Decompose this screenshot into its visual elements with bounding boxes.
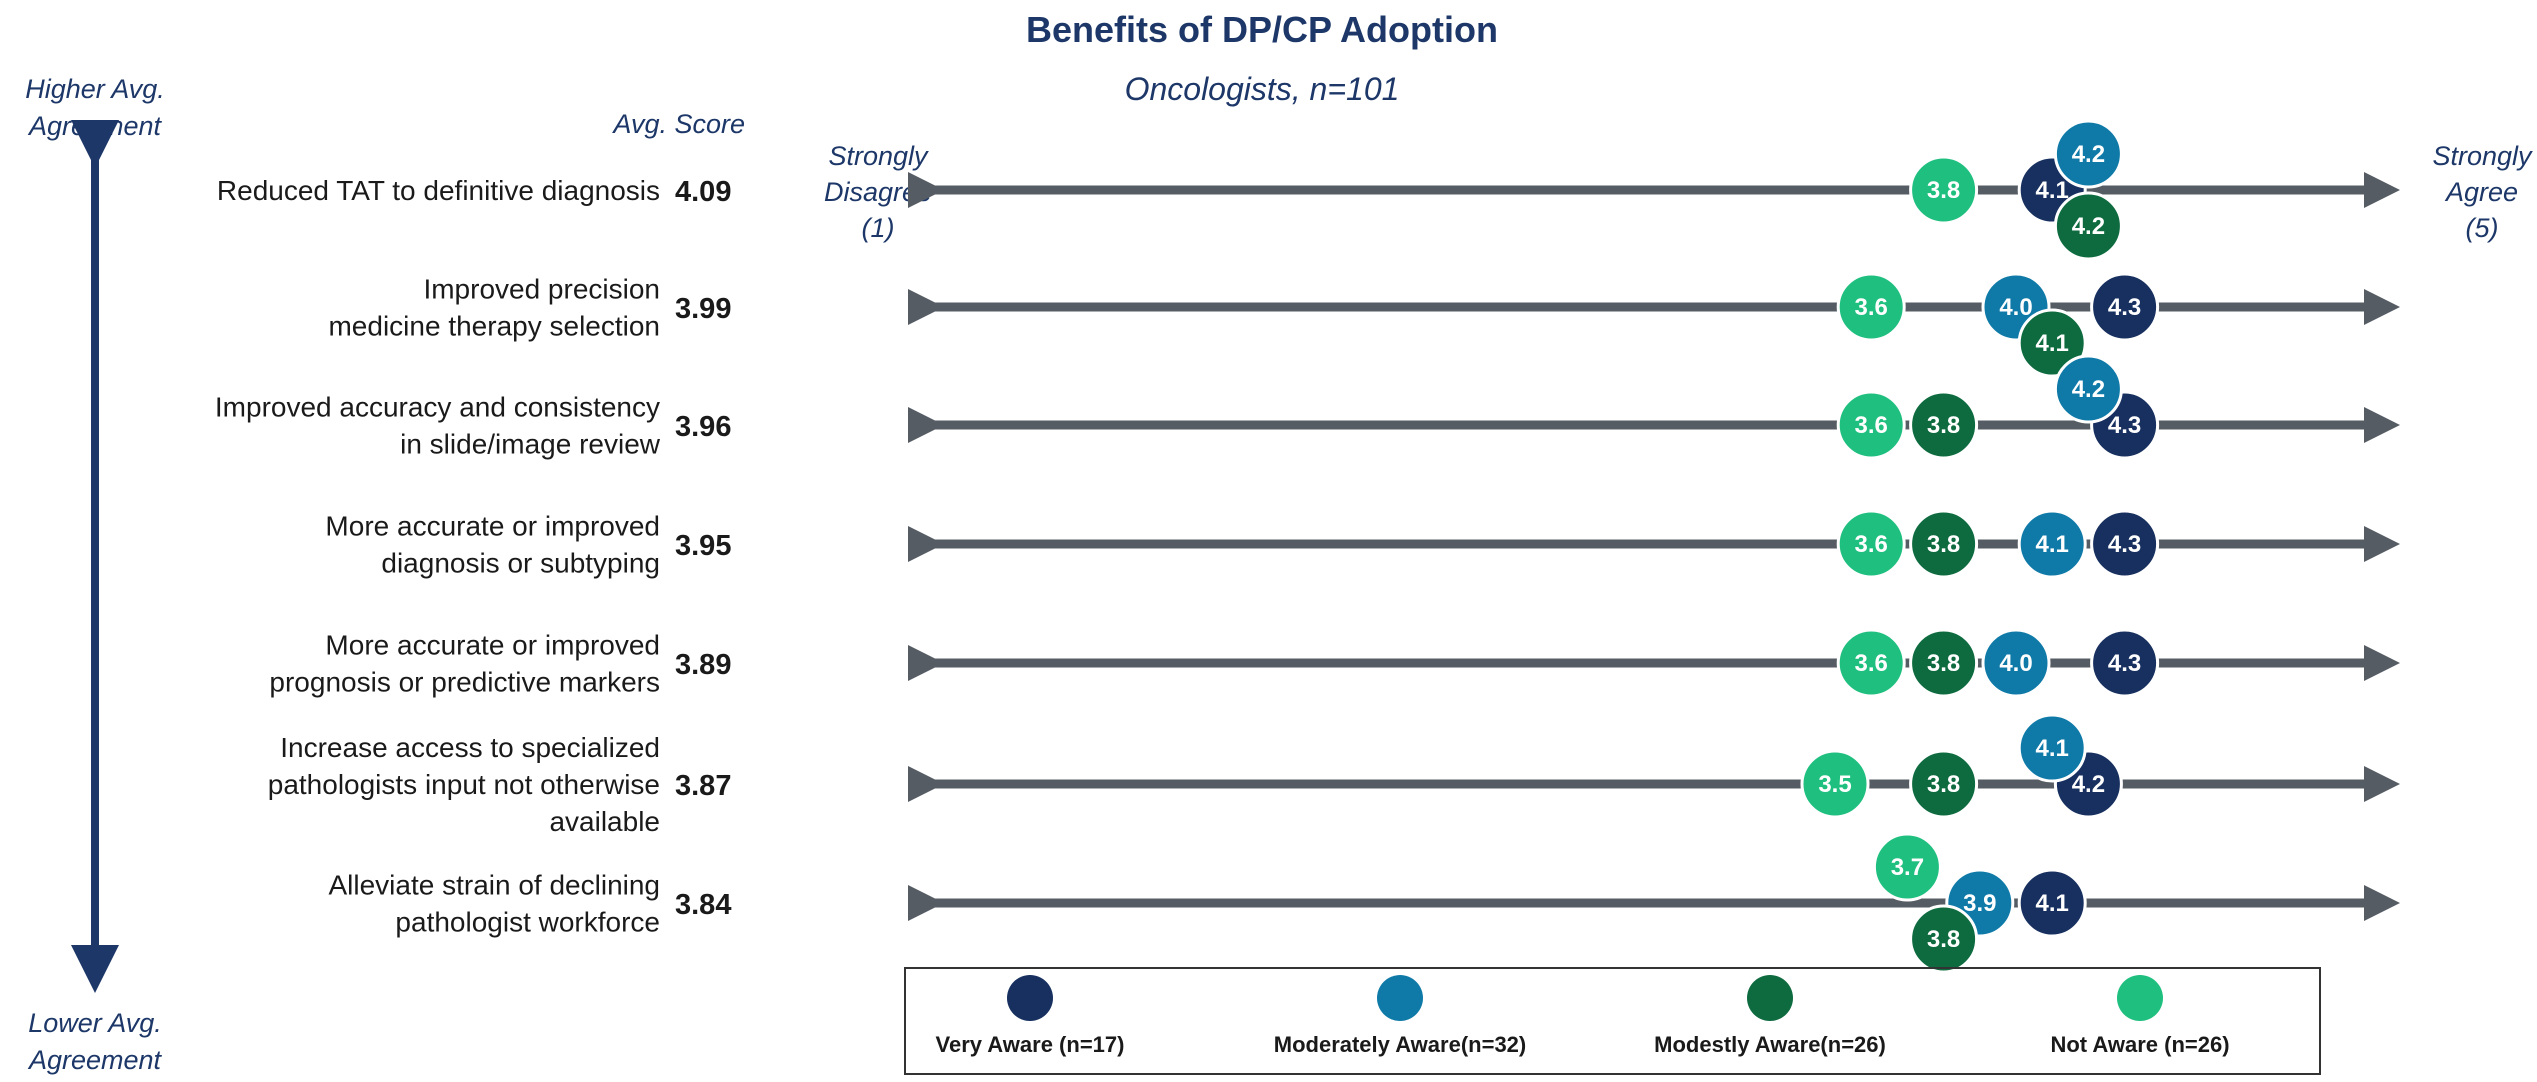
data-label: 3.8 [1927, 412, 1960, 439]
lower-agreement-label: Lower Avg. Agreement [27, 1008, 163, 1075]
avg-score: 3.96 [675, 411, 731, 443]
data-point [1981, 628, 2051, 698]
avg-score: 3.89 [675, 649, 731, 681]
data-point [1836, 509, 1906, 579]
data-label: 3.8 [1927, 650, 1960, 677]
data-point [2017, 713, 2087, 783]
data-label: 3.6 [1855, 294, 1888, 321]
data-point [2053, 191, 2123, 261]
data-point [2090, 272, 2160, 342]
avg-score: 3.99 [675, 293, 731, 325]
avg-score: 4.09 [675, 176, 731, 208]
data-label: 4.2 [2072, 141, 2105, 168]
data-point [1909, 390, 1979, 460]
avg-score: 3.87 [675, 770, 731, 802]
avg-score: 3.95 [675, 530, 731, 562]
data-point [1909, 155, 1979, 225]
data-point [1909, 509, 1979, 579]
category-label: Improved accuracy and consistency in slid… [215, 392, 661, 460]
data-point [2090, 628, 2160, 698]
data-label: 4.3 [2108, 412, 2141, 439]
data-point [2017, 308, 2087, 378]
legend-swatch [2117, 975, 2163, 1021]
data-label: 3.5 [1818, 771, 1851, 798]
data-point [1872, 832, 1942, 902]
data-label: 4.1 [2036, 330, 2069, 357]
data-label: 3.9 [1963, 890, 1996, 917]
higher-agreement-label: Higher Avg. Agreement [25, 74, 165, 141]
data-label: 4.2 [2072, 213, 2105, 240]
data-point [2017, 868, 2087, 938]
chart-title: Benefits of DP/CP Adoption [1026, 9, 1498, 50]
data-label: 3.8 [1927, 926, 1960, 953]
category-label: Alleviate strain of declining pathologist… [328, 870, 660, 938]
legend-swatch [1007, 975, 1053, 1021]
data-label: 3.7 [1891, 854, 1924, 881]
legend-label: Very Aware (n=17) [936, 1032, 1125, 1057]
legend-label: Not Aware (n=26) [2050, 1032, 2229, 1057]
data-label: 4.3 [2108, 531, 2141, 558]
avg-score: 3.84 [675, 889, 731, 921]
data-label: 4.3 [2108, 650, 2141, 677]
legend: Very Aware (n=17) Moderately Aware(n=32) M… [936, 975, 2230, 1057]
legend-swatch [1377, 975, 1423, 1021]
data-label: 4.3 [2108, 294, 2141, 321]
data-label: 4.2 [2072, 376, 2105, 403]
data-label: 4.1 [2036, 177, 2069, 204]
legend-label: Moderately Aware(n=32) [1274, 1032, 1526, 1057]
data-point [1909, 904, 1979, 974]
category-label: Reduced TAT to definitive diagnosis [217, 175, 660, 206]
data-point [1836, 272, 1906, 342]
data-point [2053, 119, 2123, 189]
data-label: 3.6 [1855, 650, 1888, 677]
data-point [2017, 509, 2087, 579]
data-label: 4.0 [1999, 294, 2032, 321]
data-label: 4.1 [2036, 890, 2069, 917]
legend-box [904, 967, 2321, 1075]
data-label: 3.8 [1927, 531, 1960, 558]
data-label: 3.8 [1927, 771, 1960, 798]
data-point [1836, 390, 1906, 460]
scale-right-label: Strongly Agree (5) [2432, 141, 2533, 243]
legend-swatch [1747, 975, 1793, 1021]
data-point [1836, 628, 1906, 698]
category-label: Improved precision medicine therapy selec… [328, 274, 660, 342]
data-label: 3.6 [1855, 531, 1888, 558]
data-label: 4.1 [2036, 531, 2069, 558]
avg-score-header: Avg. Score [611, 109, 745, 139]
category-label: More accurate or improved diagnosis or su… [325, 511, 660, 579]
category-label: Increase access to specialized pathologis… [268, 732, 660, 837]
data-point [1909, 749, 1979, 819]
data-label: 4.2 [2072, 771, 2105, 798]
data-point [2053, 354, 2123, 424]
scale-left-label: Strongly Disagree (1) [824, 141, 932, 243]
data-label: 3.6 [1855, 412, 1888, 439]
legend-label: Modestly Aware(n=26) [1654, 1032, 1886, 1057]
data-label: 4.1 [2036, 735, 2069, 762]
data-label: 4.0 [1999, 650, 2032, 677]
category-label: More accurate or improved prognosis or pr… [269, 630, 660, 698]
data-point [2090, 509, 2160, 579]
data-point [1909, 628, 1979, 698]
chart-subtitle: Oncologists, n=101 [1125, 71, 1400, 107]
data-label: 3.8 [1927, 177, 1960, 204]
data-point [1800, 749, 1870, 819]
chart-rows: Reduced TAT to definitive diagnosis 4.09 4… [215, 119, 2400, 974]
